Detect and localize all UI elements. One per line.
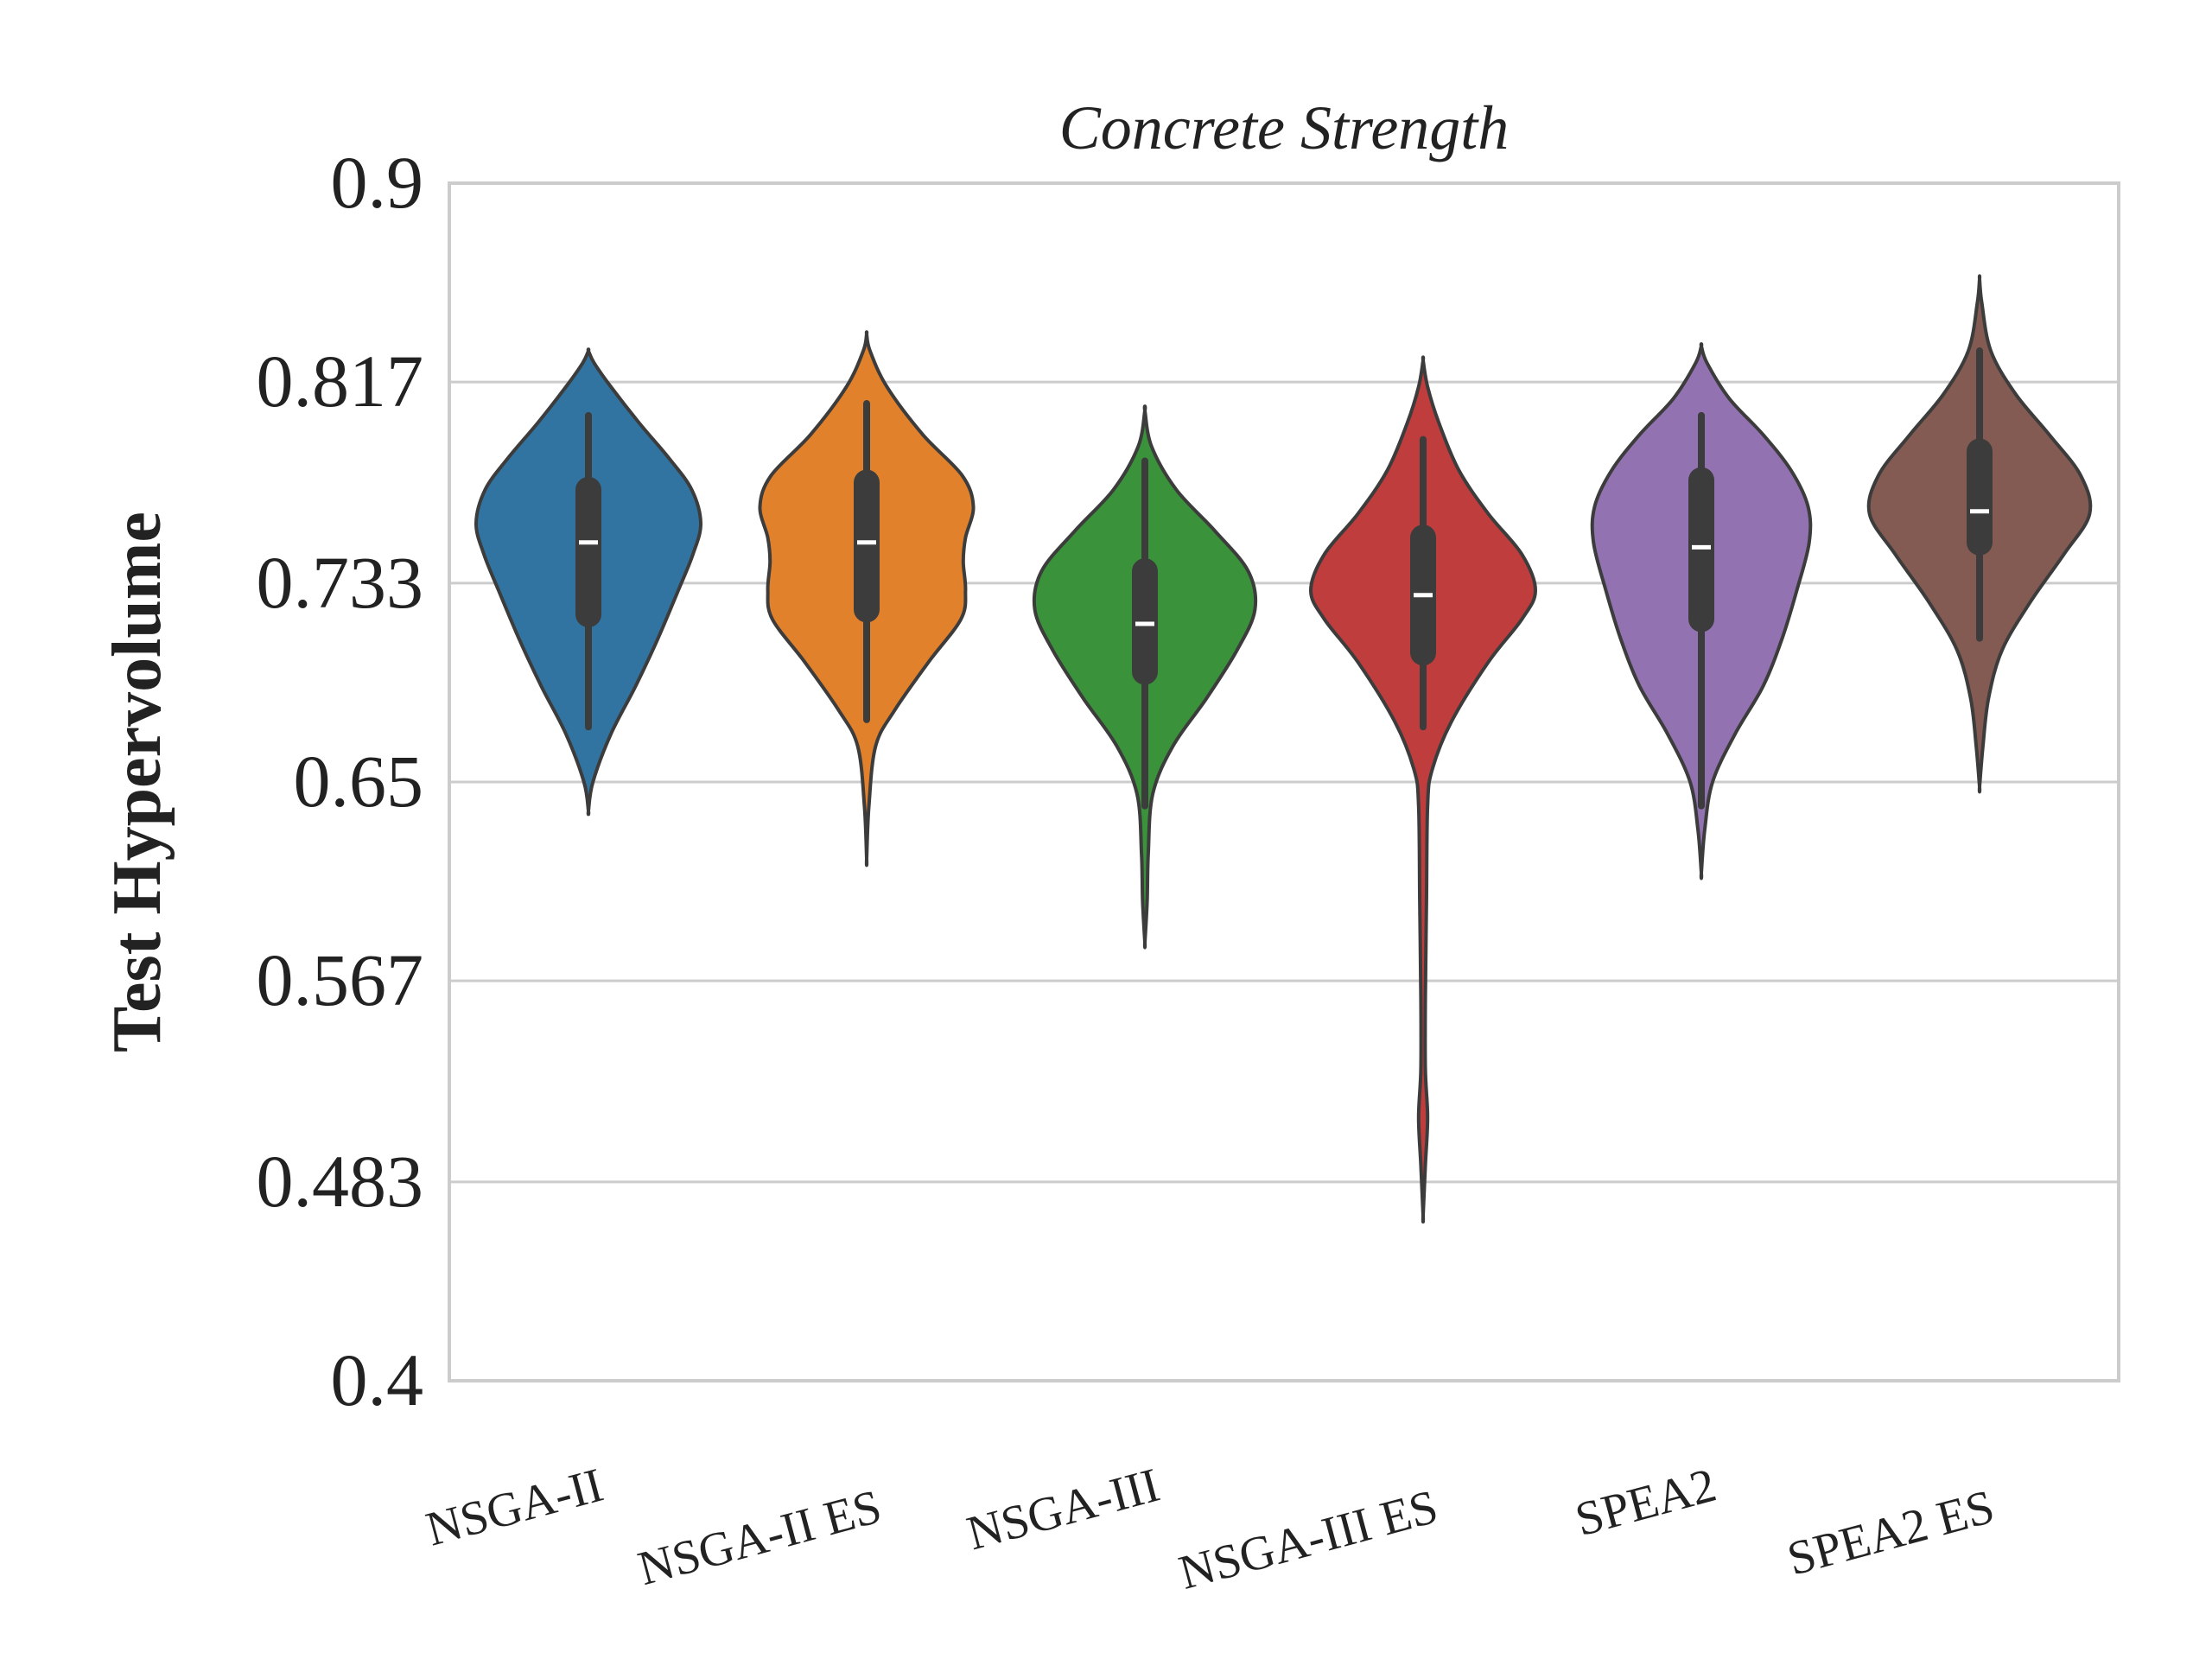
- y-tick-label: 0.4: [331, 1338, 424, 1421]
- violin-spea2: [1590, 342, 1813, 880]
- violins: [474, 274, 2093, 1224]
- y-tick-label: 0.733: [257, 541, 424, 624]
- x-tick-label: NSGA-III: [962, 1459, 1165, 1561]
- grid-lines: [449, 181, 2119, 1382]
- x-tick-label: SPEA2 ES: [1782, 1480, 1999, 1586]
- y-tick-label: 0.483: [257, 1140, 424, 1223]
- y-axis-label: Test Hypervolume: [99, 512, 175, 1052]
- y-tick-label: 0.9: [331, 141, 424, 224]
- x-tick-label: NSGA-III ES: [1173, 1480, 1443, 1600]
- plot-frame: [448, 181, 2120, 1382]
- violin-nsga-iii: [1032, 404, 1258, 950]
- violin-nsga-ii: [474, 347, 703, 817]
- violin-spea2-es: [1866, 274, 2093, 794]
- x-tick-label: SPEA2: [1570, 1459, 1721, 1548]
- y-tick-labels: 0.4 0.483 0.567 0.65 0.733 0.817 0.9: [257, 141, 424, 1421]
- x-tick-label: NSGA-II ES: [632, 1480, 887, 1596]
- x-tick-labels: NSGA-II NSGA-II ES NSGA-III NSGA-III ES SPEA…: [421, 1459, 1999, 1600]
- violin-nsga-ii-es: [758, 330, 976, 868]
- y-tick-label: 0.817: [257, 340, 424, 423]
- x-tick-label: NSGA-II: [421, 1459, 608, 1557]
- y-tick-label: 0.567: [257, 938, 424, 1021]
- chart-title: Concrete Strength: [1059, 93, 1510, 162]
- violin-nsga-iii-es: [1308, 355, 1538, 1224]
- y-tick-label: 0.65: [294, 740, 424, 823]
- violin-body: [1308, 355, 1538, 1224]
